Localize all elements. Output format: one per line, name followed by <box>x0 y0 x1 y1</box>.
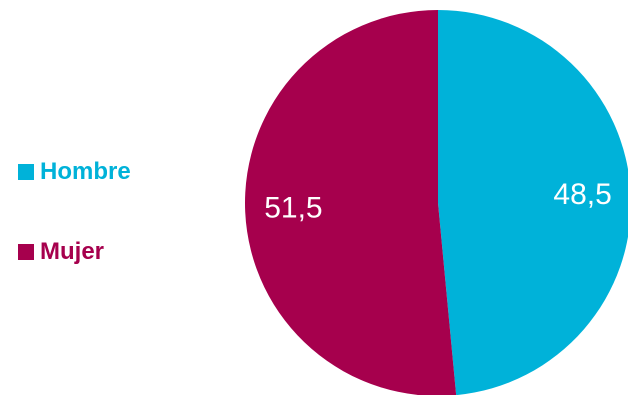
legend-label-hombre: Hombre <box>40 158 131 185</box>
pie-slice-hombre <box>438 10 628 395</box>
pie-slice-mujer <box>245 10 457 395</box>
legend-item-mujer: Mujer <box>18 232 131 272</box>
data-label-mujer: 51,5 <box>264 192 322 225</box>
data-label-hombre: 48,5 <box>553 178 611 211</box>
legend-item-hombre: Hombre <box>18 152 131 192</box>
legend-swatch-hombre <box>18 164 34 180</box>
legend-swatch-mujer <box>18 244 34 260</box>
legend-label-mujer: Mujer <box>40 238 105 265</box>
legend: Hombre Mujer <box>18 152 131 312</box>
